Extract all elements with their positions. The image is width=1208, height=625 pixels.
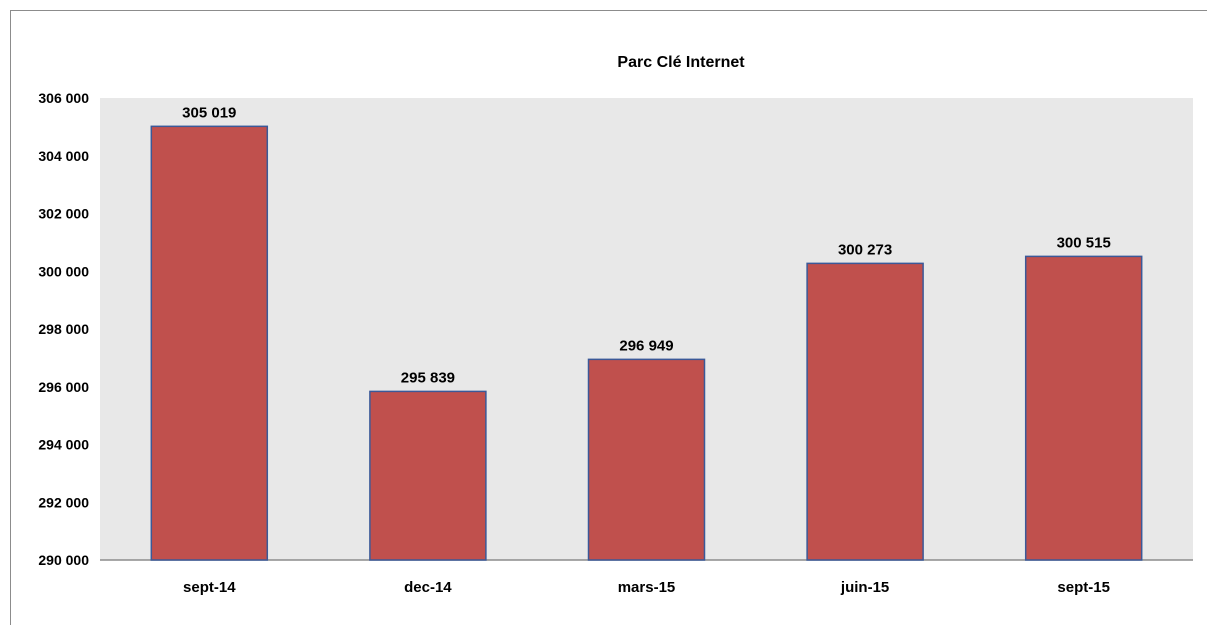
- x-axis-ticks: sept-14 dec-14 mars-15 juin-15 sept-15: [183, 579, 1110, 596]
- bar: [369, 390, 487, 561]
- x-tick-label: sept-14: [183, 579, 236, 596]
- bar: [806, 262, 924, 561]
- bar-value-label: 300 273: [838, 241, 892, 258]
- bar-value-label: 305 019: [182, 104, 236, 121]
- y-tick-label: 290 000: [38, 552, 89, 568]
- bar: [150, 125, 269, 561]
- y-tick-label: 302 000: [38, 206, 89, 222]
- y-tick-label: 298 000: [38, 321, 89, 337]
- bar-value-label: 296 949: [619, 337, 673, 354]
- bar: [1024, 255, 1143, 561]
- y-tick-label: 306 000: [38, 90, 89, 106]
- chart-frame: [10, 10, 1207, 625]
- y-tick-label: 304 000: [38, 148, 89, 164]
- bar-value-labels: 305 019 295 839 296 949 300 273 300 515: [182, 104, 1111, 386]
- y-tick-label: 292 000: [38, 494, 89, 510]
- y-tick-label: 294 000: [38, 437, 89, 453]
- bar-value-label: 300 515: [1057, 234, 1111, 251]
- y-tick-label: 296 000: [38, 379, 89, 395]
- bars: [150, 125, 1143, 561]
- x-tick-label: juin-15: [840, 579, 889, 596]
- x-tick-label: dec-14: [404, 579, 452, 596]
- bar: [587, 358, 706, 561]
- y-tick-label: 300 000: [38, 263, 89, 279]
- x-tick-label: sept-15: [1057, 579, 1110, 596]
- y-axis-ticks: 290 000 292 000 294 000 296 000 298 000 300 0…: [38, 90, 89, 568]
- chart-title: Parc Clé Internet: [617, 54, 745, 71]
- x-tick-label: mars-15: [618, 579, 676, 596]
- bar-value-label: 295 839: [401, 369, 455, 386]
